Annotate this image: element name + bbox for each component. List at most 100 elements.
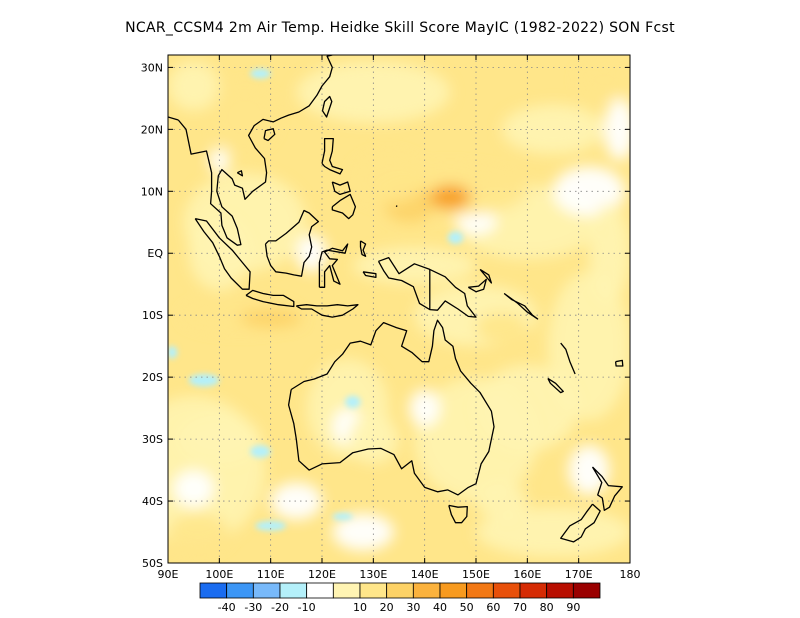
lat-tick-label: 20N [141, 123, 163, 136]
lat-tick-label: 10N [141, 185, 163, 198]
lat-tick-label: 50S [142, 557, 163, 570]
field-blob [178, 414, 261, 464]
lon-tick-label: 160E [513, 568, 541, 581]
lon-tick-label: 90E [158, 568, 179, 581]
field-negative-patch [250, 445, 271, 458]
colorbar-label: 20 [380, 601, 394, 614]
colorbar-swatch [306, 582, 334, 599]
colorbar-swatch [412, 582, 441, 599]
colorbar-label: 80 [540, 601, 554, 614]
lat-tick-label: 20S [142, 371, 163, 384]
colorbar: -40 -30 -20 -10 10 20 30 40 50 60 70 80 90 [199, 582, 601, 614]
coastline-hainan [263, 128, 276, 142]
colorbar-swatch [332, 582, 361, 599]
colorbar-swatch [519, 582, 548, 599]
field-white-zone [173, 470, 215, 508]
coastline-seram [362, 271, 377, 279]
coastline-taiwan [321, 95, 333, 118]
field-blob [239, 309, 302, 328]
field-white-zone [604, 98, 630, 161]
colorbar-label: -30 [244, 601, 262, 614]
lat-tick-label: EQ [147, 247, 163, 260]
coastline-nz-north [591, 466, 623, 511]
colorbar-label: 50 [460, 601, 474, 614]
lat-tick-label: 40S [142, 495, 163, 508]
coastline-solomons [503, 292, 539, 320]
colorbar-swatch [492, 582, 521, 599]
lon-tick-label: 150E [462, 568, 490, 581]
coastline-lesser-sunda [295, 304, 359, 318]
coastline-mainland [177, 55, 333, 246]
field-negative-patch [447, 231, 464, 244]
colorbar-label: 40 [433, 601, 447, 614]
colorbar-swatch [226, 582, 254, 599]
coastline-sulawesi [318, 243, 349, 288]
colorbar-swatch [359, 582, 388, 599]
field-blob [296, 61, 451, 124]
field-white-zone [332, 513, 394, 551]
colorbar-label: 10 [353, 601, 367, 614]
colorbar-label: 30 [406, 601, 420, 614]
graticule [168, 55, 630, 563]
field-blob [352, 154, 425, 204]
skill-score-field [168, 55, 630, 563]
colorbar-swatch [199, 582, 228, 599]
coastline-new-britain [467, 278, 487, 293]
coastline-new-ireland [479, 268, 493, 284]
coastline-tasmania [448, 504, 468, 524]
field-negative-patch [188, 374, 220, 387]
field-blob [352, 247, 476, 285]
field-blob [168, 513, 230, 551]
coastline-fiji [614, 359, 624, 367]
colorbar-swatch [572, 582, 601, 599]
longitude-axis: 90E 100E 110E 120E 130E 140E 150E 160E 170E 180 [158, 55, 641, 581]
field-white-zone [270, 482, 323, 520]
coastline-new-caledonia [547, 377, 564, 394]
colorbar-swatch [546, 582, 574, 599]
coastline-borneo [264, 209, 320, 277]
map-frame [167, 54, 631, 564]
field-negative-patch [168, 346, 178, 359]
colorbar-swatch [439, 582, 468, 599]
lon-tick-label: 170E [565, 568, 593, 581]
map-title: NCAR_CCSM4 2m Air Temp. Heidke Skill Sco… [125, 20, 675, 36]
coastline-nz-south [560, 503, 601, 543]
lat-tick-label: 30N [141, 61, 163, 74]
latitude-axis: 30N 20N 10N EQ 10S 20S 30S 40S 50S [141, 61, 630, 570]
field-negative-patch [250, 68, 271, 79]
coastline-mindanao [331, 193, 357, 220]
field-white-zone [553, 166, 625, 217]
coastline-sumatra [194, 217, 251, 290]
field-blob [214, 85, 276, 148]
colorbar-label: 60 [486, 601, 500, 614]
colorbar-swatch [466, 582, 494, 599]
coastline-gulf-bengal-w [168, 116, 179, 121]
field-blob [476, 482, 528, 520]
field-blob [429, 185, 471, 210]
field-blob [476, 507, 630, 557]
lon-tick-label: 100E [205, 568, 233, 581]
colorbar-label: 70 [513, 601, 527, 614]
colorbar-swatch [386, 582, 414, 599]
coastline-java [245, 289, 295, 308]
field-white-zone [568, 445, 610, 495]
lon-tick-label: 110E [257, 568, 285, 581]
colorbar-swatch [252, 582, 281, 599]
coastline-visayas [331, 181, 351, 196]
lat-tick-label: 30S [142, 433, 163, 446]
coastline-lake-tonle [236, 170, 244, 177]
lon-tick-label: 140E [411, 568, 439, 581]
field-negative-patch [345, 395, 361, 409]
coastline-vanuatu [560, 342, 576, 375]
coastline-australia [287, 319, 495, 496]
coastline-halmahera [359, 240, 367, 257]
field-blob [168, 61, 220, 111]
lat-tick-label: 10S [142, 309, 163, 322]
coastlines [168, 55, 624, 543]
field-blob [578, 61, 630, 99]
colorbar-label: 90 [566, 601, 580, 614]
colorbar-label: -20 [271, 601, 289, 614]
coastline-new-guinea [377, 256, 477, 318]
colorbar-label: -40 [218, 601, 236, 614]
